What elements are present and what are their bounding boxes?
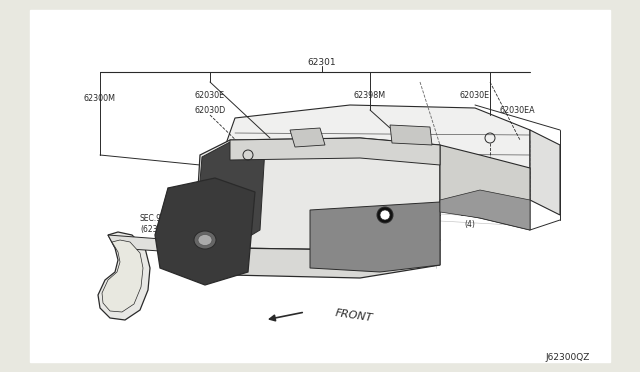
- Polygon shape: [310, 202, 440, 272]
- Polygon shape: [440, 190, 530, 230]
- Polygon shape: [215, 105, 530, 200]
- Polygon shape: [230, 138, 440, 165]
- Polygon shape: [530, 130, 560, 215]
- Text: 62030E: 62030E: [460, 90, 490, 99]
- Polygon shape: [30, 10, 610, 362]
- Text: 62030E: 62030E: [195, 90, 225, 99]
- Text: 62300M: 62300M: [84, 93, 116, 103]
- Polygon shape: [102, 240, 143, 312]
- Text: FRONT: FRONT: [334, 308, 373, 323]
- Text: (62310): (62310): [140, 224, 170, 234]
- Polygon shape: [290, 128, 325, 147]
- Ellipse shape: [198, 234, 212, 246]
- Text: 62030D: 62030D: [195, 106, 226, 115]
- Ellipse shape: [194, 231, 216, 249]
- Circle shape: [380, 210, 390, 220]
- Text: 62301: 62301: [308, 58, 336, 67]
- Text: J62300QZ: J62300QZ: [546, 353, 590, 362]
- Polygon shape: [155, 178, 255, 285]
- Polygon shape: [190, 240, 440, 278]
- Polygon shape: [440, 145, 530, 230]
- Text: 62030EA: 62030EA: [500, 106, 536, 115]
- Polygon shape: [195, 138, 440, 250]
- Circle shape: [377, 207, 393, 223]
- Text: 08543-5125A: 08543-5125A: [460, 208, 511, 218]
- Polygon shape: [108, 235, 175, 252]
- Polygon shape: [195, 142, 265, 248]
- Text: SEC.990: SEC.990: [139, 214, 171, 222]
- Polygon shape: [390, 125, 432, 145]
- Polygon shape: [98, 232, 150, 320]
- Text: B: B: [383, 212, 387, 218]
- Text: 62398M: 62398M: [354, 90, 386, 99]
- Text: (4): (4): [464, 219, 475, 228]
